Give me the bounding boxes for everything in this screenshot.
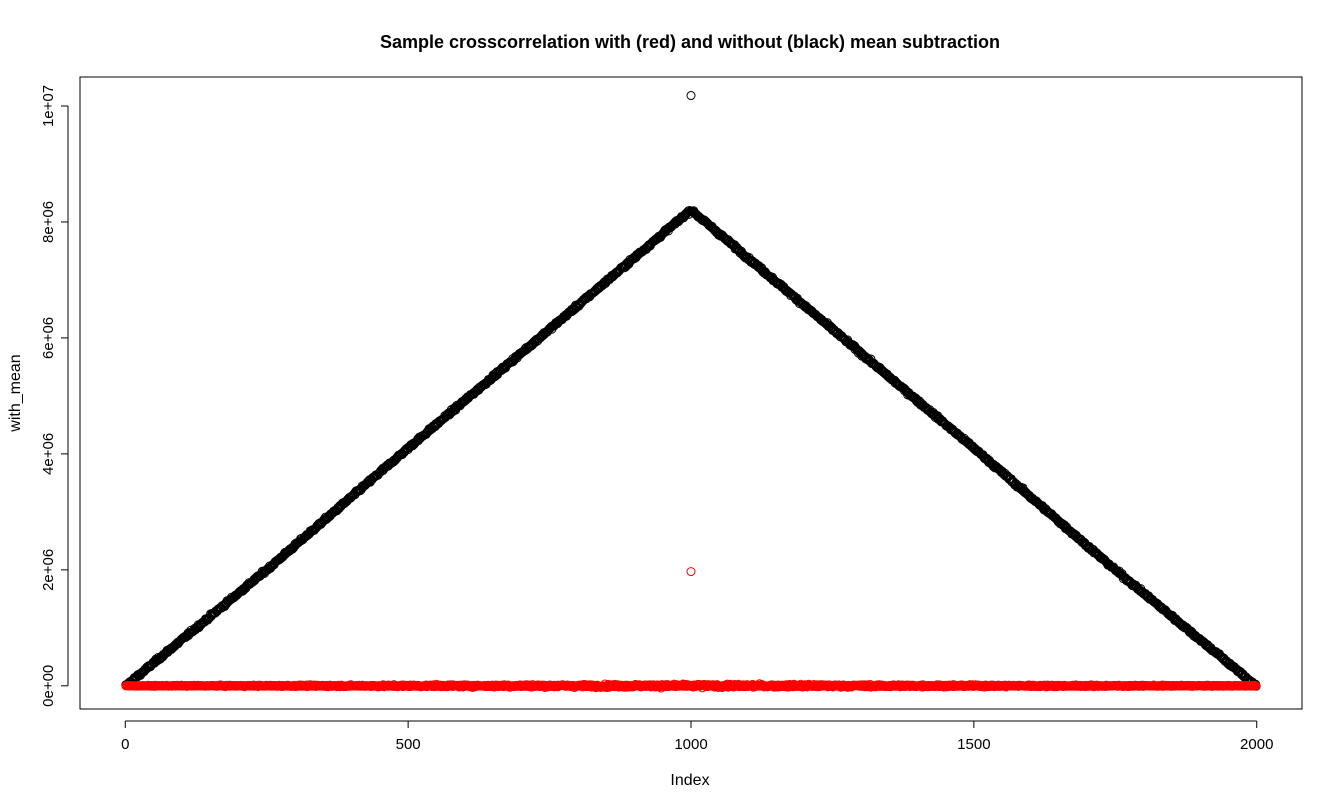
- y-tick-label: 0e+00: [40, 665, 57, 707]
- x-axis-label: Index: [670, 772, 709, 789]
- x-axis: 0 500 1000 1500 2000: [121, 720, 1273, 753]
- y-axis: 0e+00 2e+06 4e+06 6e+06 8e+06 1e+07: [40, 85, 69, 707]
- x-tick-label: 0: [121, 736, 129, 753]
- chart-title: Sample crosscorrelation with (red) and w…: [380, 32, 1000, 52]
- y-tick-label: 4e+06: [40, 433, 57, 475]
- y-axis-label: with_mean: [7, 354, 24, 432]
- outlier-point: [686, 567, 696, 577]
- y-tick-label: 1e+07: [40, 85, 57, 127]
- data-point: [818, 316, 828, 326]
- plot-frame: [79, 76, 1303, 710]
- data-points: [121, 91, 1261, 693]
- outlier-point: [686, 91, 696, 101]
- x-tick-label: 500: [396, 736, 421, 753]
- x-tick-label: 2000: [1240, 736, 1273, 753]
- y-tick-label: 2e+06: [40, 549, 57, 591]
- y-tick-label: 8e+06: [40, 201, 57, 243]
- series-2: [121, 567, 1261, 693]
- x-tick-label: 1000: [674, 736, 707, 753]
- y-tick-label: 6e+06: [40, 317, 57, 359]
- series-1: [121, 91, 1261, 691]
- x-tick-label: 1500: [957, 736, 990, 753]
